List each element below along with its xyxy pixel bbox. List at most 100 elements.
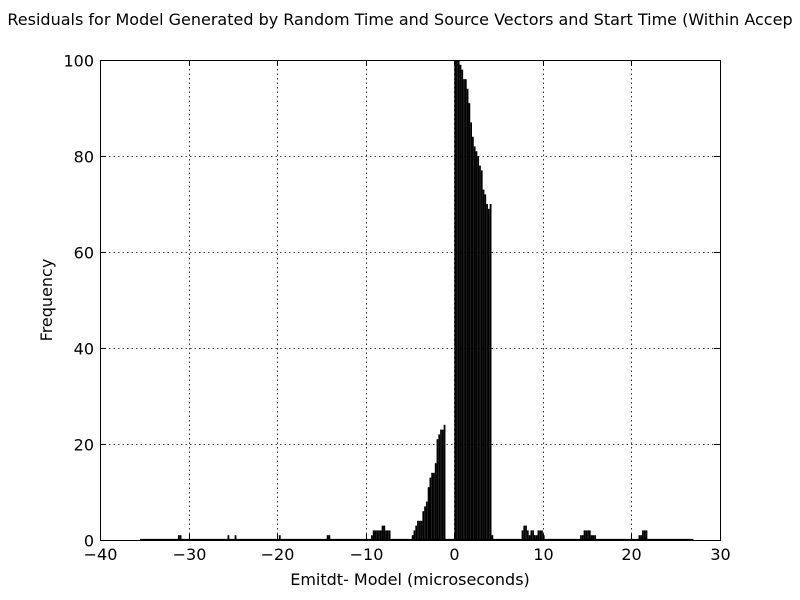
histogram-bar [456, 60, 458, 540]
x-tick-label: −20 [261, 545, 295, 564]
histogram-bar [642, 530, 644, 540]
histogram-bar [541, 530, 543, 540]
histogram-bar [585, 530, 588, 540]
x-tick-label: 10 [533, 545, 553, 564]
y-tick-label: 100 [63, 52, 94, 71]
histogram-bar [415, 525, 418, 540]
histogram-bar [441, 429, 444, 540]
histogram-bar [526, 530, 529, 540]
histogram-bar [482, 189, 485, 540]
x-tick-label: 0 [449, 545, 459, 564]
histogram-bar [457, 60, 460, 540]
histogram-bar [227, 535, 230, 540]
histogram-bar [643, 530, 646, 540]
histogram-bar [417, 520, 419, 540]
histogram-bar [486, 204, 488, 540]
histogram-bar [466, 88, 469, 541]
histogram-bar [371, 535, 373, 540]
histogram-bar [523, 525, 526, 540]
histogram-bar [645, 530, 648, 540]
histogram-bar [580, 535, 582, 540]
x-tick-label: −30 [173, 545, 207, 564]
histogram-bar [413, 530, 416, 540]
histogram-bar [179, 535, 182, 540]
histogram-bar [411, 535, 414, 540]
histogram-bar [385, 530, 387, 540]
histogram-bar [374, 530, 377, 540]
histogram-bar [461, 69, 464, 540]
histogram-bar [530, 530, 533, 540]
x-tick-label: 30 [710, 545, 730, 564]
histogram-bar [640, 535, 643, 540]
histogram-bar [487, 208, 490, 541]
histogram-bar [438, 434, 441, 540]
histogram-bar [386, 530, 389, 540]
x-axis-label: Emitdt- Model (microseconds) [290, 570, 530, 589]
histogram-bar [234, 535, 237, 540]
histogram-bar [480, 170, 483, 540]
histogram-bar [383, 525, 386, 540]
histogram-bar [534, 535, 536, 540]
histogram-bar [425, 501, 428, 540]
histogram-bar [427, 487, 430, 540]
y-axis-label: Frequency [37, 259, 56, 342]
histogram-bar [491, 535, 494, 540]
histogram-bars [139, 60, 694, 541]
histogram-bar [473, 146, 476, 540]
histogram-bar [583, 530, 586, 540]
y-tick-label: 20 [74, 436, 94, 455]
histogram-bar [539, 530, 542, 540]
histogram-bar [470, 122, 472, 541]
histogram-bar [431, 472, 434, 540]
x-tick-label: −40 [84, 545, 118, 564]
y-tick-label: 40 [74, 340, 94, 359]
histogram-bar [479, 165, 481, 540]
histogram-bar [459, 64, 462, 541]
histogram-bar [588, 530, 591, 540]
histogram-bar [378, 530, 380, 540]
histogram-bar [418, 520, 421, 540]
histogram-bar [326, 535, 329, 540]
histogram-bar [434, 463, 437, 540]
histogram-bar [592, 535, 595, 540]
histogram-bar [440, 429, 442, 540]
histogram-bar [388, 530, 391, 540]
histogram-bar [484, 194, 487, 540]
y-tick-label: 0 [84, 532, 94, 551]
y-tick-label: 60 [74, 244, 94, 263]
histogram-bar [429, 477, 432, 540]
histogram-bar [424, 506, 426, 540]
histogram-bar [528, 535, 531, 540]
histogram-bar [590, 535, 593, 540]
histogram-bar [581, 535, 584, 540]
histogram-bar [454, 60, 457, 540]
histogram-bar [443, 424, 446, 540]
histogram-bar [587, 530, 589, 540]
histogram-bar [433, 472, 435, 540]
histogram-bar [468, 103, 471, 540]
axis-ticks: −40 −30 −20 −10 0 10 20 30 0 20 40 60 80 100 [63, 52, 730, 565]
histogram-bar [436, 439, 439, 540]
histogram-bar [372, 530, 375, 540]
histogram-bar [422, 511, 425, 540]
histogram-bar [535, 535, 538, 540]
histogram-bar [537, 530, 540, 540]
histogram-bar [638, 535, 641, 540]
histogram-bar [477, 156, 480, 540]
histogram-bar [376, 530, 379, 540]
histogram-bar [177, 535, 180, 540]
histogram-bar [381, 525, 384, 540]
chart-title: Residuals for Model Generated by Random … [7, 10, 792, 29]
x-tick-label: 20 [621, 545, 641, 564]
histogram-bar [594, 535, 596, 540]
histogram-bar [379, 530, 382, 540]
histogram-bar [532, 530, 534, 540]
x-tick-label: −10 [350, 545, 384, 564]
histogram-bar [472, 136, 474, 541]
plot-frame [100, 60, 721, 541]
histogram-bar [464, 79, 467, 540]
grid-lines [100, 60, 720, 540]
histogram-bar [420, 520, 423, 540]
y-tick-label: 80 [74, 148, 94, 167]
